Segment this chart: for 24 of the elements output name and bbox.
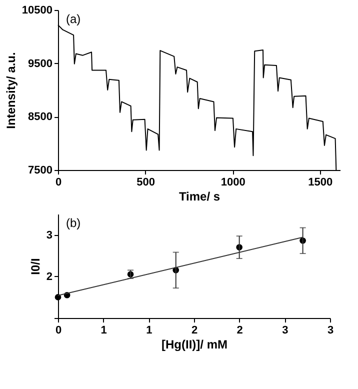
x-tick-label: 0 — [55, 176, 62, 188]
y-tick-label: 9500 — [28, 58, 52, 70]
x-tick-label: 500 — [136, 176, 155, 188]
y-tick-label: 8500 — [28, 111, 52, 124]
x-tick-label: 2 — [236, 324, 243, 336]
x-tick-label: 3 — [282, 324, 288, 336]
y-axis-title: I0/I — [28, 258, 42, 275]
x-tick-label: 1 — [100, 324, 107, 336]
y-tick-label: 7500 — [28, 164, 52, 176]
x-axis-title: Time/ s — [178, 190, 220, 204]
y-tick-label: 3 — [46, 229, 52, 242]
y-tick-label: 2 — [46, 270, 52, 283]
x-axis-title: [Hg(II)]/ mM — [162, 338, 228, 352]
x-tick-label: 0 — [55, 324, 62, 336]
annotation: (b) — [66, 216, 81, 230]
y-tick-label: 10500 — [22, 4, 52, 16]
annotation: (a) — [66, 12, 81, 26]
point — [54, 294, 62, 300]
y-axis-title: Intensity/ a.u. — [4, 52, 18, 129]
x-tick-label: 3 — [327, 324, 334, 336]
x-tick-label: 2 — [191, 324, 198, 336]
x-tick-label: 1 — [146, 324, 152, 336]
x-tick-label: 1000 — [220, 176, 246, 188]
x-tick-label: 1500 — [308, 176, 333, 188]
